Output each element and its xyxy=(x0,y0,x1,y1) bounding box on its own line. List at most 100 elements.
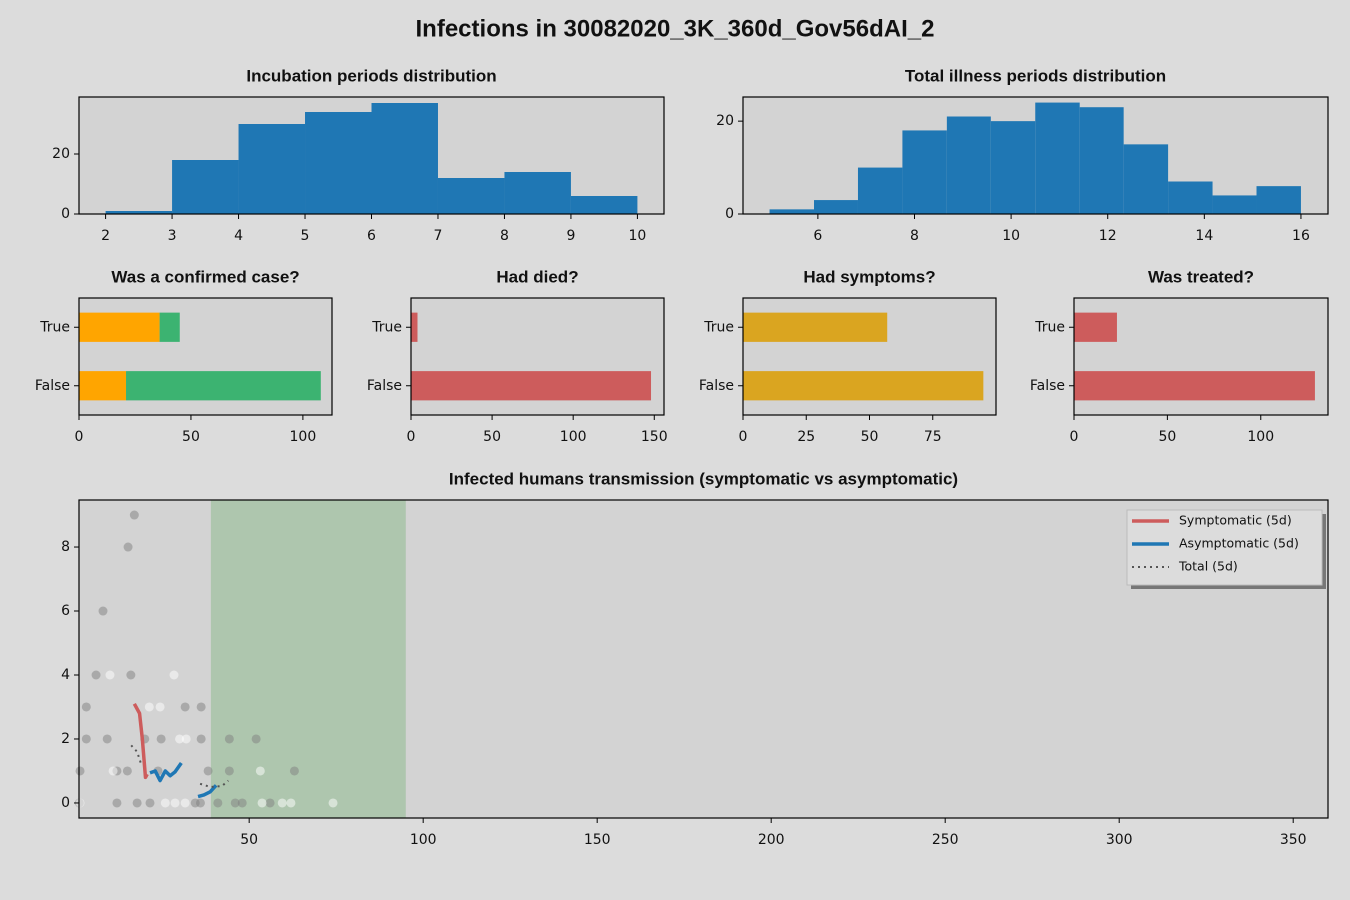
category-label: False xyxy=(367,378,402,394)
x-tick-label: 0 xyxy=(407,429,416,445)
scatter-point xyxy=(145,798,155,808)
x-tick-label: 8 xyxy=(500,228,509,244)
y-tick-label: 6 xyxy=(61,603,70,619)
plot-frame xyxy=(78,499,1329,819)
x-tick-label: 350 xyxy=(1280,832,1307,848)
scatter-point xyxy=(102,734,112,744)
scatter-point xyxy=(175,734,185,744)
bar xyxy=(1256,186,1301,214)
x-tick-label: 75 xyxy=(924,429,942,445)
scatter-point xyxy=(328,798,338,808)
scatter-point xyxy=(170,798,180,808)
bar xyxy=(79,371,127,401)
plot-frame xyxy=(78,96,665,215)
x-tick-label: 0 xyxy=(1070,429,1079,445)
bar xyxy=(1123,144,1169,214)
x-tick-label: 14 xyxy=(1195,228,1213,244)
scatter-point xyxy=(251,734,261,744)
bar xyxy=(1168,181,1213,214)
scatter-point xyxy=(112,798,122,808)
scatter-point xyxy=(196,702,206,712)
x-tick-label: 8 xyxy=(910,228,919,244)
bar xyxy=(1079,107,1124,214)
y-tick-label: 0 xyxy=(61,206,70,222)
scatter-point xyxy=(181,734,191,744)
scatter-point xyxy=(123,542,133,552)
line xyxy=(132,702,149,780)
scatter-point xyxy=(155,702,165,712)
x-tick-label: 5 xyxy=(301,228,310,244)
category-label: True xyxy=(1034,319,1065,335)
scatter-point xyxy=(126,670,136,680)
figure-title: Infections in 30082020_3K_360d_Gov56dAI_… xyxy=(416,15,935,42)
legend-label: Asymptomatic (5d) xyxy=(1179,536,1299,551)
x-tick-label: 50 xyxy=(861,429,879,445)
x-tick-label: 10 xyxy=(1002,228,1020,244)
bar xyxy=(126,371,321,401)
chart-title: Incubation periods distribution xyxy=(246,66,496,85)
scatter-point xyxy=(286,798,296,808)
bar xyxy=(1212,195,1257,214)
chart-title: Was a confirmed case? xyxy=(111,267,299,286)
y-tick-label: 8 xyxy=(61,539,70,555)
bar xyxy=(1074,312,1117,342)
category-label: True xyxy=(39,319,70,335)
line xyxy=(149,761,218,799)
x-tick-label: 9 xyxy=(566,228,575,244)
scatter-point xyxy=(224,766,234,776)
scatter-point xyxy=(237,798,247,808)
bar xyxy=(79,312,160,342)
category-label: False xyxy=(35,378,70,394)
scatter-point xyxy=(255,766,265,776)
x-tick-label: 0 xyxy=(75,429,84,445)
scatter-point xyxy=(75,798,85,808)
bar xyxy=(159,312,180,342)
category-label: False xyxy=(1030,378,1065,394)
x-tick-label: 200 xyxy=(758,832,785,848)
x-tick-label: 6 xyxy=(813,228,822,244)
y-tick-label: 2 xyxy=(61,731,70,747)
scatter-point xyxy=(213,798,223,808)
scatter-point xyxy=(257,798,267,808)
scatter-point xyxy=(277,798,287,808)
plot-frame xyxy=(78,297,333,416)
scatter-point xyxy=(180,702,190,712)
y-tick-label: 20 xyxy=(52,146,70,162)
scatter-point xyxy=(144,702,154,712)
x-tick-label: 100 xyxy=(1247,429,1274,445)
x-tick-label: 0 xyxy=(739,429,748,445)
bar xyxy=(743,312,888,342)
bar xyxy=(743,371,984,401)
scatter-point xyxy=(81,702,91,712)
bar xyxy=(1035,102,1080,214)
scatter-point xyxy=(160,798,170,808)
scatter-point xyxy=(195,798,205,808)
scatter-point xyxy=(230,798,240,808)
legend-label: Symptomatic (5d) xyxy=(1179,513,1292,528)
scatter-point xyxy=(122,766,132,776)
x-tick-label: 25 xyxy=(797,429,815,445)
x-tick-label: 2 xyxy=(101,228,110,244)
scatter-point xyxy=(196,734,206,744)
x-tick-label: 300 xyxy=(1106,832,1133,848)
scatter-point xyxy=(98,606,108,616)
x-tick-label: 7 xyxy=(434,228,443,244)
bar xyxy=(411,312,418,342)
x-tick-label: 50 xyxy=(182,429,200,445)
chart-title: Had symptoms? xyxy=(803,267,935,286)
plot-frame xyxy=(410,297,665,416)
bar xyxy=(570,196,638,214)
bar xyxy=(946,116,991,214)
bar xyxy=(411,371,652,401)
scatter-point xyxy=(265,798,275,808)
category-label: False xyxy=(699,378,734,394)
bar xyxy=(371,103,438,214)
bar xyxy=(902,130,947,214)
scatter-point xyxy=(81,734,91,744)
y-tick-label: 0 xyxy=(725,206,734,222)
x-tick-label: 6 xyxy=(367,228,376,244)
bar xyxy=(437,178,505,214)
bar xyxy=(990,121,1036,214)
x-tick-label: 16 xyxy=(1292,228,1310,244)
